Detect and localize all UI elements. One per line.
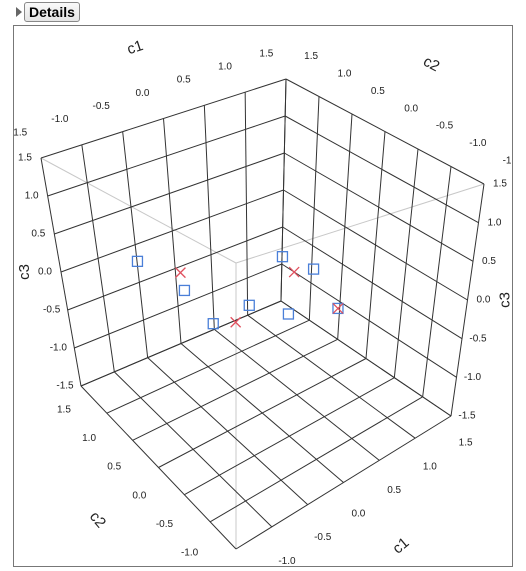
axis-title: c2 (420, 53, 442, 75)
tick-label: -1.0 (469, 138, 487, 149)
tick-label: -1.0 (181, 548, 199, 559)
plot-frame: 1.5 1.5 1.0 1.0 0.5 0.5 0.0 0.0 -0.5 -0.5 -1.0 -1.0… (10, 25, 520, 567)
point-x (332, 302, 344, 314)
grid-line (285, 78, 485, 185)
point-x (288, 266, 300, 278)
grid-line (283, 189, 468, 301)
tick-label: -0.5 (43, 305, 61, 316)
tick-label: 1.5 (18, 153, 32, 164)
tick-label: 0.0 (38, 267, 52, 278)
grid-line (280, 300, 452, 417)
tick-label: 0.5 (387, 485, 401, 496)
tick-label: 1.5 (493, 179, 507, 190)
tick-label: 1.0 (82, 433, 96, 444)
grid-line (281, 263, 457, 378)
axis-title: c3 (16, 264, 33, 280)
tick-label: 1.0 (488, 217, 502, 228)
point-square (207, 318, 219, 330)
grid-line (235, 415, 452, 550)
tick-label: 1.0 (423, 461, 437, 472)
details-button[interactable]: Details (24, 2, 80, 22)
tick-label: 0.0 (132, 490, 146, 501)
tick-label: 1.0 (25, 191, 39, 202)
grid-line (158, 358, 367, 468)
tick-label: 0.0 (404, 103, 418, 114)
tick-label: -1.0 (50, 343, 68, 354)
tick-label: -1.5 (56, 381, 74, 392)
tick-label: 1.5 (57, 404, 71, 415)
tick-label: 0.0 (477, 295, 491, 306)
grid-line (67, 226, 283, 311)
point-square (178, 284, 191, 297)
tick-label: 1.5 (304, 51, 318, 62)
grid-line (80, 300, 282, 387)
chart: 1.5 1.5 1.0 1.0 0.5 0.5 0.0 0.0 -0.5 -0.5 -1.0 -1.0… (10, 37, 520, 567)
axis-title: c1 (389, 534, 412, 557)
grid-line (40, 78, 287, 159)
tick-label: 1.0 (338, 68, 352, 79)
point-x (174, 267, 186, 279)
point-square (282, 308, 295, 320)
tick-label: 0.5 (371, 86, 385, 97)
point-x (230, 316, 242, 328)
front-edge (235, 183, 485, 264)
tick-label: 0.5 (107, 462, 121, 473)
tick-label: -1.0 (278, 556, 296, 566)
tick-label: 0.5 (177, 75, 191, 86)
point-square (243, 299, 255, 311)
axis-title: c2 (86, 508, 109, 531)
tick-label: -0.5 (93, 101, 111, 112)
details-toggle[interactable]: Details (16, 2, 80, 22)
point-square (332, 302, 344, 315)
tick-label: 0.5 (31, 229, 45, 240)
front-edge (40, 157, 237, 264)
grid-line (282, 226, 463, 340)
tick-label: 0.0 (351, 509, 365, 520)
tick-label: 1.0 (218, 62, 232, 73)
tick-label: -0.5 (436, 121, 454, 132)
grid-line (60, 189, 284, 273)
grid-line (54, 152, 285, 235)
grid-line (132, 338, 338, 441)
grid-line (184, 377, 395, 496)
tick-label: -1.5 (458, 411, 476, 422)
grid-line (209, 396, 423, 523)
tick-label: -0.5 (469, 333, 487, 344)
grid-line (106, 319, 310, 414)
point-square (131, 255, 144, 268)
point-square (276, 251, 289, 263)
axis-title: c1 (125, 37, 145, 58)
point-square (307, 263, 320, 275)
tick-label: -1.5 (503, 156, 512, 167)
grid-line (74, 263, 283, 349)
grid-line (47, 115, 286, 197)
tick-label: -0.5 (314, 532, 332, 543)
grid-line (284, 152, 474, 262)
tick-label: -1.5 (14, 127, 28, 138)
tick-label: 0.5 (482, 256, 496, 267)
tick-label: -1.0 (464, 372, 482, 383)
disclosure-icon[interactable] (16, 7, 22, 17)
tick-label: -1.0 (51, 114, 69, 125)
grid-line (284, 115, 479, 224)
tick-label: 1.5 (259, 48, 273, 59)
axis-title: c3 (496, 292, 512, 308)
tick-label: 0.0 (136, 88, 150, 99)
tick-label: 1.5 (459, 438, 473, 449)
tick-label: -0.5 (156, 519, 174, 530)
